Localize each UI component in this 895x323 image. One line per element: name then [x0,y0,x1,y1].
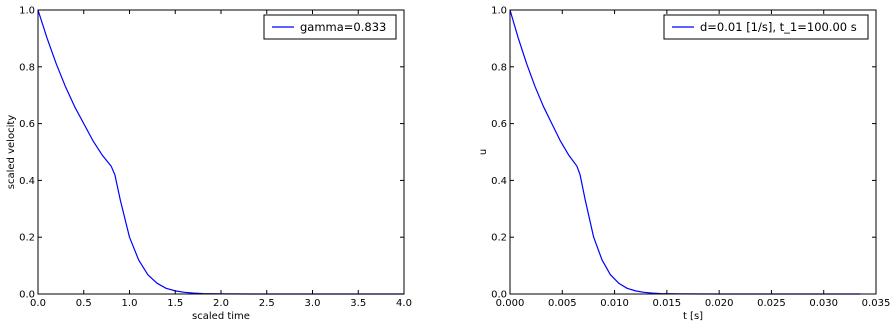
y-axis-label: u [478,149,489,155]
y-tick-label: 0.2 [19,233,35,244]
y-tick-label: 0.8 [491,62,507,73]
x-tick-label: 2.5 [259,298,275,309]
x-tick-label: 0.0 [30,298,46,309]
x-tick-label: 0.030 [809,298,838,309]
y-axis-label: scaled velocity [6,115,17,189]
x-tick-label: 0.000 [496,298,525,309]
y-tick-label: 0.4 [491,176,507,187]
x-tick-label: 1.5 [167,298,183,309]
y-tick-label: 1.0 [491,6,507,17]
y-tick-label: 0.6 [19,119,35,130]
left-chart: 0.0 0.5 1.0 1.5 2.0 2.5 3.0 3.5 4.0 0.0 0.2 0.4 0.6 0… [6,6,412,323]
y-tick-label: 0.6 [491,119,507,130]
y-tick-label: 0.0 [19,290,35,301]
x-tick-label: 0.035 [862,298,891,309]
x-tick-label: 0.005 [548,298,577,309]
x-tick-label: 0.015 [653,298,682,309]
legend-label: d=0.01 [1/s], t_1=100.00 s [700,20,857,34]
plot-frame [37,9,405,295]
x-tick-label: 2.0 [213,298,229,309]
x-tick-label: 1.0 [122,298,138,309]
x-tick-label: 3.0 [305,298,321,309]
x-tick-label: 3.5 [350,298,366,309]
series-line [37,9,404,295]
right-chart: 0.000 0.005 0.010 0.015 0.020 0.025 0.030 0.035… [478,6,890,323]
legend-box [663,14,869,40]
x-tick-label: 4.0 [396,298,412,309]
y-tick-label: 0.4 [19,176,35,187]
x-axis-label: t [s] [683,311,703,322]
y-tick-label: 0.0 [491,290,507,301]
x-tick-label: 0.5 [76,298,92,309]
y-tick-label: 0.2 [491,233,507,244]
y-tick-label: 1.0 [19,6,35,17]
plot-frame [509,9,877,295]
series-line [509,9,861,295]
x-axis-label: scaled time [192,311,250,322]
x-tick-label: 0.010 [600,298,629,309]
x-tick-label: 0.020 [705,298,734,309]
y-tick-label: 0.8 [19,62,35,73]
x-tick-label: 0.025 [757,298,786,309]
legend-label: gamma=0.833 [300,20,386,34]
